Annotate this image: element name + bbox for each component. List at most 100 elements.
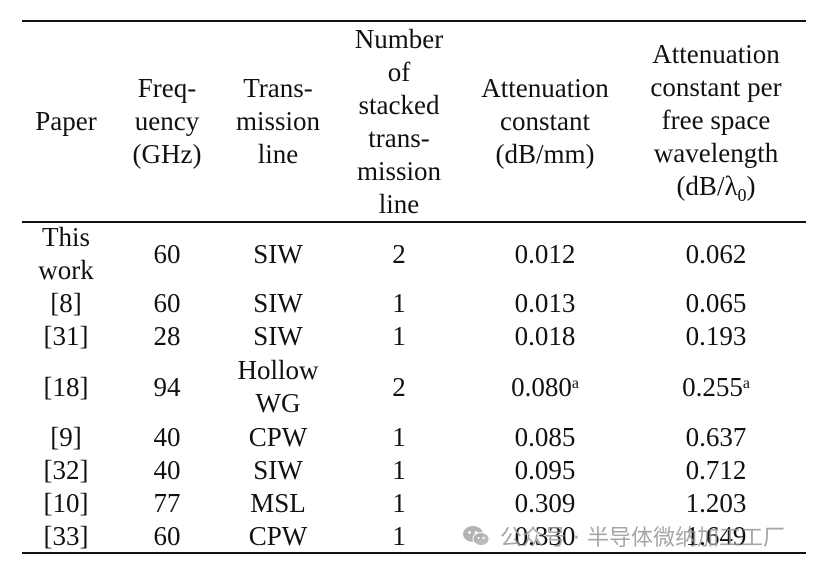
cell-transmission-line: CPW xyxy=(223,421,333,454)
cell-transmission-line: Hollow WG xyxy=(223,353,333,421)
cell-transmission-line: SIW xyxy=(223,320,333,353)
wechat-icon xyxy=(463,526,490,546)
cell-value: 1 xyxy=(392,422,406,452)
header-line: Freq- xyxy=(137,73,197,103)
cell-frequency: 60 xyxy=(122,287,212,320)
cell-value: 0.330 xyxy=(514,521,576,551)
cell-value: 1 xyxy=(392,321,406,351)
cell-attenuation-per-wavelength: 0.255a xyxy=(621,353,811,421)
cell-attenuation: 0.080a xyxy=(465,353,625,421)
header-attenuation-per-wavelength: Attenuation constant per free space wavelen… xyxy=(621,22,811,221)
footnote-marker: a xyxy=(742,374,750,392)
header-frequency: Freq-uency (GHz) xyxy=(122,22,212,221)
header-line: constant xyxy=(500,106,590,136)
cell-value: 1 xyxy=(392,488,406,518)
cell-value: 2 xyxy=(392,371,406,402)
cell-line: SIW xyxy=(253,238,303,269)
header-line: uency xyxy=(134,106,200,136)
cell-attenuation: 0.012 xyxy=(465,222,625,286)
cell-value: 0.085 xyxy=(514,422,576,452)
cell-value: 0.637 xyxy=(685,422,747,452)
cell-stacked-count: 1 xyxy=(339,421,459,454)
header-line: Attenuation xyxy=(652,38,780,69)
cell-value: 0.062 xyxy=(685,238,747,269)
cell-line: This xyxy=(41,222,90,252)
cell-paper: [32] xyxy=(23,454,109,487)
cell-value: 94 xyxy=(153,371,181,402)
cell-paper: [9] xyxy=(23,421,109,454)
cell-value: 0.018 xyxy=(514,321,576,351)
cell-stacked-count: 1 xyxy=(339,287,459,320)
cell-attenuation-per-wavelength: 0.193 xyxy=(621,320,811,353)
cell-line: [10] xyxy=(43,488,89,518)
cell-attenuation: 0.013 xyxy=(465,287,625,320)
header-line: Trans- xyxy=(243,73,313,103)
header-line: line xyxy=(378,188,420,219)
table-header-rule xyxy=(22,221,806,223)
cell-line: [33] xyxy=(43,521,89,551)
cell-line: [32] xyxy=(43,455,89,485)
cell-line: WG xyxy=(255,388,301,418)
cell-value: 60 xyxy=(153,288,181,318)
cell-line: MSL xyxy=(250,488,306,518)
cell-value: 40 xyxy=(153,422,181,452)
cell-attenuation: 0.330 xyxy=(465,520,625,553)
cell-line: [31] xyxy=(43,321,89,351)
watermark: 公众号 · 半导体微纳加工工厂 xyxy=(462,520,785,552)
header-line: mission xyxy=(235,106,321,136)
header-line: mission xyxy=(356,155,442,186)
header-line: line xyxy=(257,139,299,169)
cell-value: 0.309 xyxy=(514,488,576,518)
cell-value: 1 xyxy=(392,521,406,551)
cell-attenuation-per-wavelength: 0.712 xyxy=(621,454,811,487)
cell-attenuation-per-wavelength: 0.065 xyxy=(621,287,811,320)
cell-transmission-line: MSL xyxy=(223,487,333,520)
cell-paper: [8] xyxy=(23,287,109,320)
cell-value: 60 xyxy=(153,521,181,551)
cell-frequency: 60 xyxy=(122,222,212,286)
cell-attenuation: 0.018 xyxy=(465,320,625,353)
cell-attenuation-per-wavelength: 1.649 xyxy=(621,520,811,553)
cell-paper: [33] xyxy=(23,520,109,553)
cell-value: 0.255a xyxy=(682,371,750,402)
header-transmission-line: Trans-mission line xyxy=(223,22,333,221)
cell-line: work xyxy=(38,255,94,285)
cell-line: [18] xyxy=(43,371,89,402)
cell-frequency: 40 xyxy=(122,421,212,454)
header-line: Attenuation xyxy=(481,73,609,103)
cell-transmission-line: SIW xyxy=(223,454,333,487)
cell-value: 1.649 xyxy=(685,521,747,551)
header-line: (dB/mm) xyxy=(495,139,595,169)
cell-transmission-line: SIW xyxy=(223,222,333,286)
cell-value: 1.203 xyxy=(685,488,747,518)
cell-attenuation: 0.085 xyxy=(465,421,625,454)
cell-stacked-count: 1 xyxy=(339,454,459,487)
cell-value: 0.095 xyxy=(514,455,576,485)
header-unit: (dB/λ0) xyxy=(676,170,756,205)
header-attenuation: Attenuation constant (dB/mm) xyxy=(465,22,625,221)
cell-paper: This work xyxy=(23,222,109,286)
cell-stacked-count: 1 xyxy=(339,487,459,520)
cell-line: CPW xyxy=(248,521,308,551)
cell-attenuation-per-wavelength: 1.203 xyxy=(621,487,811,520)
cell-frequency: 28 xyxy=(122,320,212,353)
cell-frequency: 40 xyxy=(122,454,212,487)
table-bottom-rule xyxy=(22,552,806,554)
cell-value: 40 xyxy=(153,455,181,485)
header-line: (GHz) xyxy=(132,139,202,169)
cell-line: Hollow xyxy=(237,355,319,385)
watermark-text: 公众号 · 半导体微纳加工工厂 xyxy=(500,526,785,551)
cell-value: 77 xyxy=(153,488,181,518)
cell-value: 60 xyxy=(153,238,181,269)
header-line: Number xyxy=(354,23,444,54)
cell-line: [9] xyxy=(50,422,82,452)
header-line: wavelength xyxy=(653,137,779,168)
cell-value: 28 xyxy=(153,321,181,351)
cell-paper: [10] xyxy=(23,487,109,520)
cell-transmission-line: SIW xyxy=(223,287,333,320)
footnote-marker: a xyxy=(571,374,579,392)
cell-value: 0.065 xyxy=(685,288,747,318)
cell-attenuation-per-wavelength: 0.062 xyxy=(621,222,811,286)
cell-paper: [31] xyxy=(23,320,109,353)
